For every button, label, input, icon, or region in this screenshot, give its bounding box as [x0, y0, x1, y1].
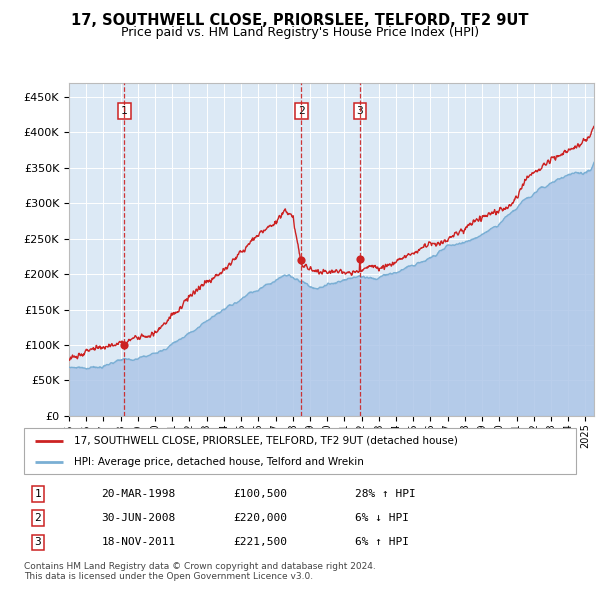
- Text: £220,000: £220,000: [234, 513, 288, 523]
- Text: 3: 3: [356, 106, 363, 116]
- Text: Contains HM Land Registry data © Crown copyright and database right 2024.
This d: Contains HM Land Registry data © Crown c…: [24, 562, 376, 581]
- Text: 3: 3: [34, 537, 41, 548]
- Text: 20-MAR-1998: 20-MAR-1998: [101, 489, 176, 499]
- Text: 17, SOUTHWELL CLOSE, PRIORSLEE, TELFORD, TF2 9UT (detached house): 17, SOUTHWELL CLOSE, PRIORSLEE, TELFORD,…: [74, 436, 458, 446]
- Text: 17, SOUTHWELL CLOSE, PRIORSLEE, TELFORD, TF2 9UT: 17, SOUTHWELL CLOSE, PRIORSLEE, TELFORD,…: [71, 13, 529, 28]
- Text: HPI: Average price, detached house, Telford and Wrekin: HPI: Average price, detached house, Telf…: [74, 457, 364, 467]
- Point: [296, 255, 306, 265]
- Text: 2: 2: [34, 513, 41, 523]
- Text: 6% ↑ HPI: 6% ↑ HPI: [355, 537, 409, 548]
- FancyBboxPatch shape: [24, 428, 576, 474]
- Text: 28% ↑ HPI: 28% ↑ HPI: [355, 489, 416, 499]
- Text: 6% ↓ HPI: 6% ↓ HPI: [355, 513, 409, 523]
- Text: 1: 1: [34, 489, 41, 499]
- Text: 1: 1: [121, 106, 128, 116]
- Point: [355, 254, 365, 264]
- Text: £100,500: £100,500: [234, 489, 288, 499]
- Text: 2: 2: [298, 106, 305, 116]
- Text: 18-NOV-2011: 18-NOV-2011: [101, 537, 176, 548]
- Text: Price paid vs. HM Land Registry's House Price Index (HPI): Price paid vs. HM Land Registry's House …: [121, 26, 479, 39]
- Point: [119, 340, 129, 349]
- Text: £221,500: £221,500: [234, 537, 288, 548]
- Text: 30-JUN-2008: 30-JUN-2008: [101, 513, 176, 523]
